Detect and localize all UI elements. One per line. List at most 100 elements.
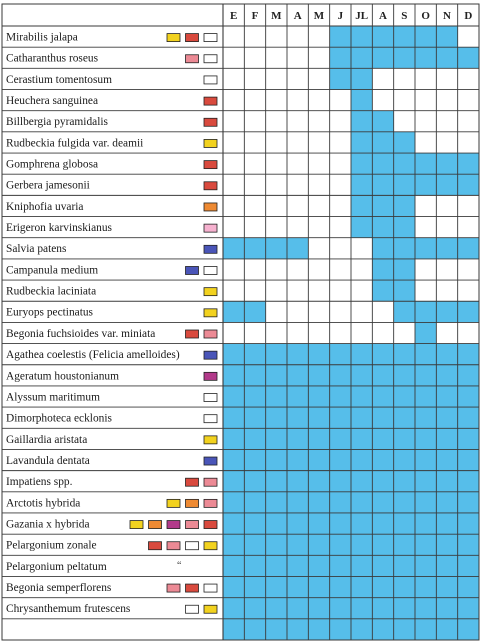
bloom-cell <box>457 364 479 386</box>
bloom-cell <box>287 343 309 365</box>
bloom-cell <box>329 428 351 450</box>
color-swatch-orange <box>148 520 162 529</box>
bloom-cell <box>329 343 351 365</box>
bloom-cell <box>308 385 330 408</box>
bloom-cell <box>223 364 245 386</box>
bloom-cell <box>393 512 415 535</box>
bloom-cell <box>244 449 266 471</box>
bloom-cell <box>287 597 309 619</box>
bloom-cell <box>457 576 479 598</box>
color-swatch-blue <box>203 350 218 360</box>
bloom-cell <box>351 216 373 238</box>
bloom-cell <box>457 449 479 471</box>
bloom-cell <box>393 195 415 217</box>
month-header-7: JL <box>355 10 368 22</box>
bloom-cell <box>308 491 330 513</box>
bloom-cell <box>244 428 266 450</box>
bloom-cell <box>351 364 373 386</box>
plant-name: Gerbera jamesonii <box>6 180 90 192</box>
plant-name: Cerastium tomentosum <box>6 74 112 86</box>
plant-name: Billbergia pyramidalis <box>6 116 109 128</box>
bloom-cell <box>393 534 415 556</box>
bloom-cell <box>415 534 437 556</box>
month-header-4: A <box>294 10 302 22</box>
plant-name: Campanula medium <box>6 264 98 276</box>
color-swatch-yellow <box>203 287 218 297</box>
bloom-cell <box>223 576 245 598</box>
bloom-cell <box>457 618 479 640</box>
bloom-cell <box>265 449 287 471</box>
bloom-cell <box>265 534 287 556</box>
month-header-12: D <box>464 10 472 22</box>
bloom-cell <box>351 174 373 196</box>
month-header-1: E <box>230 10 237 22</box>
bloom-cell <box>265 512 287 535</box>
bloom-cell <box>415 576 437 598</box>
color-swatch-white <box>203 414 218 424</box>
bloom-cell <box>436 153 458 175</box>
color-swatch-yellow <box>166 498 181 508</box>
bloom-cell <box>415 597 437 619</box>
month-header-11: N <box>443 10 451 22</box>
bloom-cell <box>393 131 415 154</box>
color-swatch-pink <box>203 477 218 487</box>
bloom-cell <box>287 385 309 408</box>
bloom-cell <box>329 26 351 48</box>
bloom-cell <box>223 428 245 450</box>
bloom-cell <box>393 216 415 238</box>
color-swatch-yellow <box>203 604 218 614</box>
plant-name: Kniphofia uvaria <box>6 201 84 213</box>
month-header: E F M A M J JL A S O N D <box>230 10 472 22</box>
bloom-cell <box>351 470 373 492</box>
bloom-cell <box>244 407 266 429</box>
plant-name: Agathea coelestis (Felicia amelloides) <box>6 349 180 361</box>
bloom-cell <box>436 618 458 640</box>
bloom-cell <box>265 597 287 619</box>
color-swatch-red <box>148 541 162 551</box>
bloom-cell <box>415 385 437 408</box>
bloom-cell <box>393 153 415 175</box>
bloom-cell <box>372 110 394 132</box>
plant-name: Lavandula dentata <box>6 455 90 467</box>
bloom-cell <box>393 385 415 408</box>
bloom-cell <box>393 491 415 513</box>
bloom-cell <box>436 449 458 471</box>
color-swatch-magenta <box>203 371 218 381</box>
bloom-cell <box>287 364 309 386</box>
bloom-cell <box>457 597 479 619</box>
bloom-cell <box>415 618 437 640</box>
plant-name: Gazania x hybrida <box>6 518 90 530</box>
bloom-cell <box>372 576 394 598</box>
bloom-cell <box>329 68 351 90</box>
bloom-cell <box>223 385 245 408</box>
bloom-cell <box>223 470 245 492</box>
bloom-cell <box>415 512 437 535</box>
bloom-cell <box>436 491 458 513</box>
bloom-cell <box>329 597 351 619</box>
bloom-cell <box>372 153 394 175</box>
bloom-cell <box>329 555 351 577</box>
bloom-cell <box>393 555 415 577</box>
bloom-cell <box>308 428 330 450</box>
bloom-cell <box>329 534 351 556</box>
bloom-cell <box>436 47 458 69</box>
color-swatch-yellow <box>166 33 181 42</box>
color-swatch-red <box>185 583 199 593</box>
bloom-cell <box>329 449 351 471</box>
bloom-cell <box>351 89 373 111</box>
color-swatch-white <box>203 393 218 402</box>
month-header-5: M <box>314 10 325 22</box>
color-swatch-blue <box>203 456 218 466</box>
bloom-cell <box>351 385 373 408</box>
bloom-cell <box>244 576 266 598</box>
color-swatch-yellow <box>203 435 218 445</box>
bloom-cell <box>351 153 373 175</box>
bloom-cell <box>393 618 415 640</box>
bloom-cell <box>329 618 351 640</box>
color-swatch-pink <box>166 541 181 551</box>
bloom-cell <box>265 470 287 492</box>
color-swatch-pink <box>166 583 181 593</box>
bloom-cell <box>329 576 351 598</box>
bloom-cell <box>287 407 309 429</box>
bloom-cell <box>351 512 373 535</box>
